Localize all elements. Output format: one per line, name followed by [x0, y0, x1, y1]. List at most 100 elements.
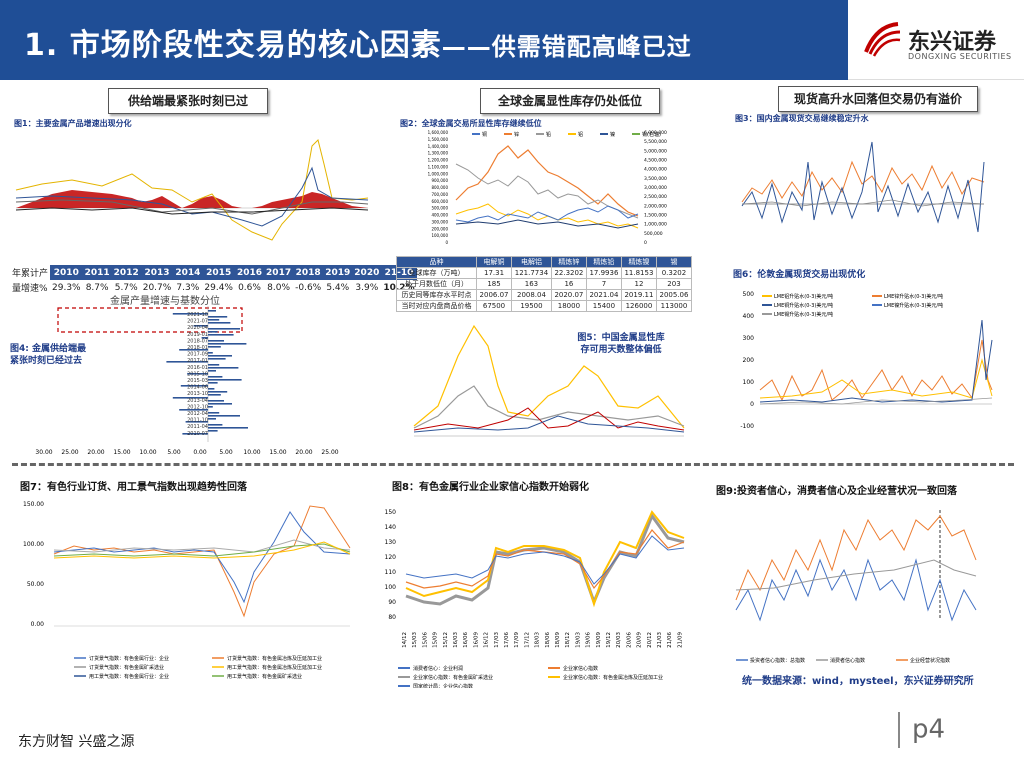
inventory-row: 全球库存（万吨） 17.31 121.7734 22.3202 17.9936 11.81…: [396, 267, 693, 279]
fig4-bar: [172, 313, 208, 315]
inventory-cell: 113000: [655, 300, 693, 312]
fig6-chart: LME铝升贴水(0-3)美元/吨 LME锌升贴水(0-3)美元/吨 LME铜升贴水(…: [740, 291, 993, 430]
fig6-line-grey: [759, 397, 993, 405]
fig4-category-label: 2012-10: [187, 404, 208, 410]
fig8-x-tick: 20/09: [637, 632, 643, 648]
inventory-cell: 处于月数低位（月）: [396, 278, 477, 290]
fig8-y-tick: 100: [385, 584, 397, 591]
fig4-x-tick: 25.00: [61, 449, 78, 456]
inventory-cell: 17.31: [475, 267, 513, 279]
fig2-y2-tick: 4,500,000: [644, 158, 667, 164]
fig4-category-label: 2020-04: [187, 325, 208, 331]
fig2-y-tick: 1,400,000: [428, 144, 449, 149]
fig2-y-tick: 800,000: [431, 185, 448, 190]
fig6-legend: LME铝升贴水(0-3)美元/吨 LME锌升贴水(0-3)美元/吨 LME铜升贴水(…: [762, 293, 943, 318]
fig4-chart: 2021-102021-072020-042019-012018-072018-…: [35, 306, 339, 456]
inventory-cell: 17.9936: [585, 267, 622, 279]
fig3-line-grey: [741, 199, 985, 207]
inventory-cell: 2006.07: [475, 289, 513, 301]
inventory-cell: 7: [585, 278, 622, 290]
fig8-x-tick: 17/03: [494, 632, 500, 648]
fig8-chart: 150 140 130 120 110 100 90 80 14/12 15/03 15/06 15…: [385, 509, 685, 688]
fig5-line-yellow: [413, 324, 685, 429]
fig8-x-tick: 18/06: [545, 632, 551, 648]
fig2-legend-label: 铅: [546, 131, 551, 138]
fig8-legend-label: 企业家信心指数：有色金属冶炼及压延加工业: [563, 674, 663, 681]
fig1-line-blue: [15, 166, 369, 227]
inventory-cell: 67500: [475, 300, 513, 312]
fig4-x-tick: 10.00: [243, 449, 260, 456]
fig4-category-label: 2017-09: [187, 352, 208, 358]
fig4-bar: [208, 364, 220, 366]
fig4-bar: [201, 337, 208, 339]
fig4-category-label: 2013-04: [187, 398, 208, 404]
fig4-bar: [182, 433, 208, 435]
fig2-y2-tick: 3,500,000: [644, 176, 667, 182]
fig2-y2-tick: 1,500,000: [644, 213, 667, 219]
caption-fig6: 图6：伦敦金属现货交易出现优化: [733, 270, 866, 280]
fig6-legend-label: LME铜升贴水(0-3)美元/吨: [774, 302, 833, 309]
inventory-header: 电解铜: [475, 256, 513, 268]
inventory-table: 品种 电解铜 电解铝 精炼锌 精炼铅 精炼镍 锡 全球库存（万吨） 17.31 12…: [396, 256, 693, 312]
value-cell: -0.6%: [295, 282, 322, 293]
fig4-x-ticks: 30.00 25.00 20.00 15.00 10.00 5.00 0.00 5.00 10.…: [35, 449, 338, 456]
fig8-x-tick: 15/09: [433, 632, 439, 648]
inventory-cell: 2005.06: [655, 289, 693, 301]
fig1-chart: [15, 139, 369, 241]
fig8-x-tick: 16/03: [453, 632, 459, 648]
fig8-x-tick: 20/03: [616, 632, 622, 648]
fig7-legend-label: 订货景气指数：有色金属冶炼及压延加工业: [227, 655, 322, 662]
growth-table-year-row: 年累计产 2010 2011 2012 2013 2014 2015 2016 …: [10, 265, 417, 280]
inventory-cell: 0.3202: [655, 267, 693, 279]
inventory-header: 锡: [655, 256, 693, 268]
fig5-note: 图5：中国金属显性库 存可用天数整体偏低: [577, 333, 665, 355]
year-cell: 2014: [173, 265, 203, 280]
fig4-bar: [208, 310, 216, 312]
fig4-note: 图4: 金属供给端最 紧张时刻已经过去: [10, 344, 86, 366]
fig2-line-navy: [455, 219, 639, 229]
value-cell: 5.7%: [114, 282, 138, 293]
fig2-y-tick: 0: [445, 240, 448, 245]
fig4-x-tick: 5.00: [219, 449, 233, 456]
fig8-x-tick: 17/09: [514, 632, 520, 648]
fig4-bar: [208, 328, 240, 330]
fig9-line-grey: [735, 559, 977, 591]
inventory-header: 品种: [396, 256, 477, 268]
fig2-legend-label: 镍: [610, 131, 615, 138]
inventory-cell: 203: [655, 278, 693, 290]
section-divider: [12, 463, 1014, 466]
fig4-bar: [208, 424, 223, 426]
fig2-y-tick: 400,000: [431, 213, 448, 218]
fig8-y-tick: 150: [385, 509, 397, 516]
inventory-cell: 163: [511, 278, 552, 290]
fig4-bar: [208, 418, 216, 420]
fig5-line-grey: [413, 385, 685, 429]
inventory-cell: 185: [475, 278, 513, 290]
caption-fig3: 图3：国内金属现货交易继续稳定升水: [735, 114, 869, 123]
fig2-y-tick: 700,000: [431, 192, 448, 197]
fig4-category-label: 2019-01: [187, 332, 208, 338]
fig4-bar: [185, 421, 208, 423]
fig2-y-tick: 900,000: [431, 178, 448, 183]
fig6-legend-label: LME铝升贴水(0-3)美元/吨: [774, 293, 833, 300]
fig4-bar: [208, 406, 213, 408]
caption-fig2: 图2：全球金属交易所显性库存继续低位: [400, 119, 542, 128]
fig4-category-label: 2015-10: [187, 371, 208, 377]
fig9-legend-label: 投资者信心指数：总指数: [750, 657, 805, 664]
header-banner: 1. 市场阶段性交易的核心因素——供需错配高峰已过: [0, 0, 848, 80]
fig6-y-tick: -100: [740, 423, 754, 430]
inventory-cell: 126000: [620, 300, 657, 312]
fig7-y-tick: 100.00: [23, 541, 44, 548]
inventory-header: 精炼锌: [550, 256, 587, 268]
fig4-category-label: 2013-10: [187, 391, 208, 397]
fig8-x-tick: 19/12: [606, 632, 612, 648]
fig2-y-tick: 200,000: [431, 226, 448, 231]
fig4-bar: [208, 379, 242, 381]
fig7-y-tick: 50.00: [27, 581, 44, 588]
fig4-bar: [193, 325, 208, 327]
inventory-cell: 历史同等库存水平时点: [396, 289, 477, 301]
fig2-y-tick: 1,200,000: [428, 158, 449, 163]
fig8-x-tick: 16/12: [484, 632, 490, 648]
fig8-x-tick: 18/12: [565, 632, 571, 648]
